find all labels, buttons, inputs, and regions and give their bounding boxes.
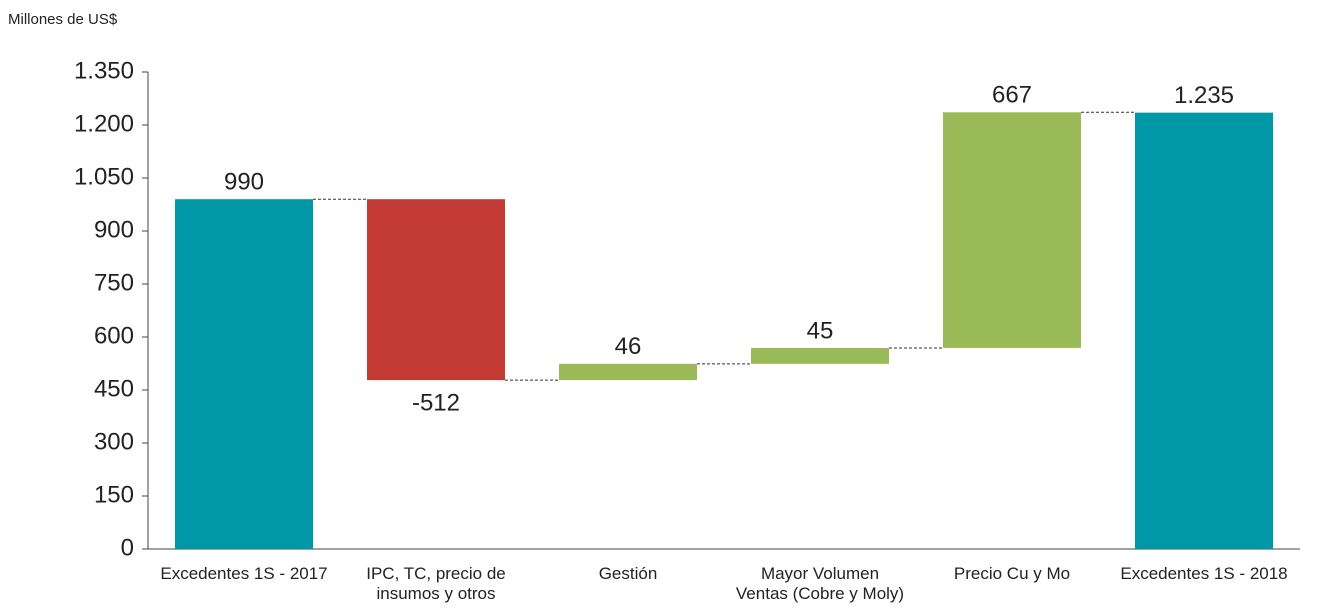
bar bbox=[751, 347, 889, 364]
x-tick-label: Gestión bbox=[598, 564, 658, 583]
x-tick-label: Mayor Volumen Ventas (Cobre y Moly) bbox=[735, 564, 905, 603]
data-label: 990 bbox=[224, 169, 264, 196]
y-tick-label: 300 bbox=[94, 428, 134, 455]
data-label: 667 bbox=[992, 82, 1032, 109]
data-label: 45 bbox=[807, 317, 834, 344]
data-label: 46 bbox=[615, 333, 642, 360]
bar bbox=[943, 112, 1081, 348]
y-tick-label: 450 bbox=[94, 375, 134, 402]
x-tick-label: Excedentes 1S - 2017 bbox=[160, 564, 328, 583]
y-tick-label: 0 bbox=[121, 534, 134, 561]
data-label: 1.235 bbox=[1174, 82, 1234, 109]
y-axis-label: Millones de US$ bbox=[8, 11, 118, 28]
bar bbox=[1135, 112, 1273, 549]
y-tick-label: 1.200 bbox=[74, 110, 134, 137]
data-label: -512 bbox=[412, 389, 460, 416]
y-tick-label: 900 bbox=[94, 216, 134, 243]
bar bbox=[367, 199, 505, 381]
y-tick-label: 1.350 bbox=[74, 57, 134, 84]
x-tick-label: Precio Cu y Mo bbox=[953, 564, 1071, 583]
y-tick-label: 750 bbox=[94, 269, 134, 296]
y-tick-label: 600 bbox=[94, 322, 134, 349]
y-tick-label: 150 bbox=[94, 481, 134, 508]
x-tick-label: Excedentes 1S - 2018 bbox=[1120, 564, 1288, 583]
bar bbox=[175, 199, 313, 549]
x-tick-label: IPC, TC, precio de insumos y otros bbox=[366, 564, 506, 603]
bar bbox=[559, 363, 697, 381]
y-tick-label: 1.050 bbox=[74, 163, 134, 190]
